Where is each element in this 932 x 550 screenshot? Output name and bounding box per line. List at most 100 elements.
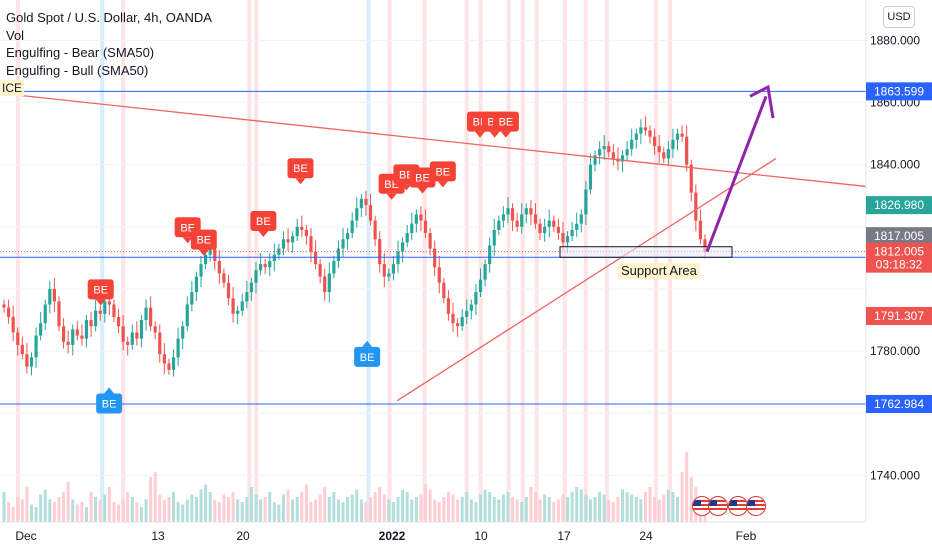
signal-stripe (562, 0, 567, 522)
bear-marker-pointer (182, 237, 193, 244)
volume-bar (547, 497, 551, 522)
candle-body (483, 264, 487, 280)
volume-bar (336, 499, 340, 522)
volume-bar (685, 452, 689, 522)
price-tag (866, 394, 932, 413)
time-tick-label: 20 (236, 529, 250, 543)
candle-body (396, 251, 400, 265)
event-flag-icon[interactable] (746, 496, 766, 516)
candle-body (611, 152, 615, 159)
bear-marker-pointer (417, 187, 428, 194)
candle-body (465, 310, 469, 317)
volume-bar (666, 489, 670, 522)
event-flag-icon[interactable] (692, 496, 712, 516)
volume-bar (135, 502, 139, 522)
bear-marker-pointer (295, 178, 306, 185)
candle-body (689, 164, 693, 193)
bear-engulfing-marker (87, 279, 114, 300)
bear-marker-pointer (489, 131, 500, 138)
currency-button[interactable]: USD (883, 6, 915, 28)
candle-body (61, 326, 66, 342)
candle-body (199, 264, 203, 277)
volume-bar (231, 492, 235, 522)
volume-bar (598, 492, 602, 522)
event-flag-icon[interactable] (728, 496, 748, 516)
candle-body (254, 270, 258, 283)
candle-body (126, 341, 130, 345)
volume-bar (584, 494, 588, 522)
candle-body (373, 220, 377, 240)
signal-stripe (520, 0, 525, 522)
candle-body (575, 223, 579, 230)
volume-bar (506, 492, 510, 522)
volume-bar (446, 492, 450, 522)
candle-body (107, 301, 111, 305)
volume-bar (39, 494, 43, 522)
volume-bar (332, 492, 336, 522)
volume-bar (639, 499, 643, 522)
time-tick-label: 13 (151, 529, 165, 543)
volume-bar (254, 494, 258, 522)
candle-body (48, 288, 52, 305)
volume-bar (181, 504, 185, 522)
volume-bar (103, 494, 107, 522)
volume-bar (48, 499, 52, 522)
candle-body (387, 273, 391, 277)
volume-bar (94, 497, 98, 522)
volume-bar (662, 494, 666, 522)
volume-bar (107, 487, 111, 522)
volume-bar (515, 499, 519, 522)
candle-body (643, 127, 648, 131)
volume-bar (648, 487, 652, 522)
bear-marker-label: BE (293, 163, 308, 175)
volume-bar (483, 489, 487, 522)
volume-bar (543, 494, 547, 522)
event-flag-icon[interactable] (708, 496, 728, 516)
volume-bar (25, 487, 29, 522)
candle-body (653, 136, 657, 147)
volume-bar (309, 502, 313, 522)
candle-body (213, 248, 217, 261)
candle-body (547, 220, 551, 227)
volume-bar (382, 494, 386, 522)
resistance-label: ICE (0, 80, 25, 96)
bull-marker-label: BE (102, 399, 117, 411)
price-tick-label: 1880.000 (870, 33, 920, 47)
candle-body (680, 133, 684, 137)
candle-body (607, 146, 611, 153)
volume-bar (259, 499, 263, 522)
candle-body (657, 146, 661, 153)
candle-body (455, 323, 460, 327)
candle-body (162, 354, 166, 364)
volume-bar (272, 502, 276, 522)
volume-bar (277, 504, 281, 522)
volume-bar (570, 492, 574, 522)
volume-bar (314, 499, 318, 522)
candle-body (34, 335, 38, 358)
candle-body (245, 292, 249, 302)
bear-engulfing-marker (190, 229, 217, 250)
candle-body (469, 304, 473, 311)
candle-body (84, 320, 89, 339)
signal-stripe (478, 0, 483, 522)
bear-marker-pointer (474, 131, 485, 138)
candle-body (89, 320, 93, 327)
candle-body (428, 233, 432, 249)
volume-bar (43, 489, 47, 522)
volume-bar (20, 499, 24, 522)
price-tick-label: 1780.000 (870, 344, 920, 358)
volume-bar (566, 497, 570, 522)
symbol-title[interactable]: Gold Spot / U.S. Dollar, 4h, OANDA (6, 10, 212, 25)
volume-bar (204, 484, 208, 522)
time-tick-label: Dec (15, 529, 36, 543)
volume-bar (478, 494, 482, 522)
candle-body (75, 329, 79, 336)
legend-item-engulfing-bear[interactable]: Engulfing - Bear (SMA50) (6, 45, 155, 60)
candle-body (2, 304, 6, 308)
time-axis: Dec 13 20 2022 10 17 24 Feb (0, 521, 932, 550)
price-tag (866, 196, 932, 215)
legend-item-engulfing-bull[interactable]: Engulfing - Bull (SMA50) (6, 62, 149, 78)
volume-bar (217, 502, 221, 522)
legend-item-vol[interactable]: Vol (6, 27, 25, 43)
